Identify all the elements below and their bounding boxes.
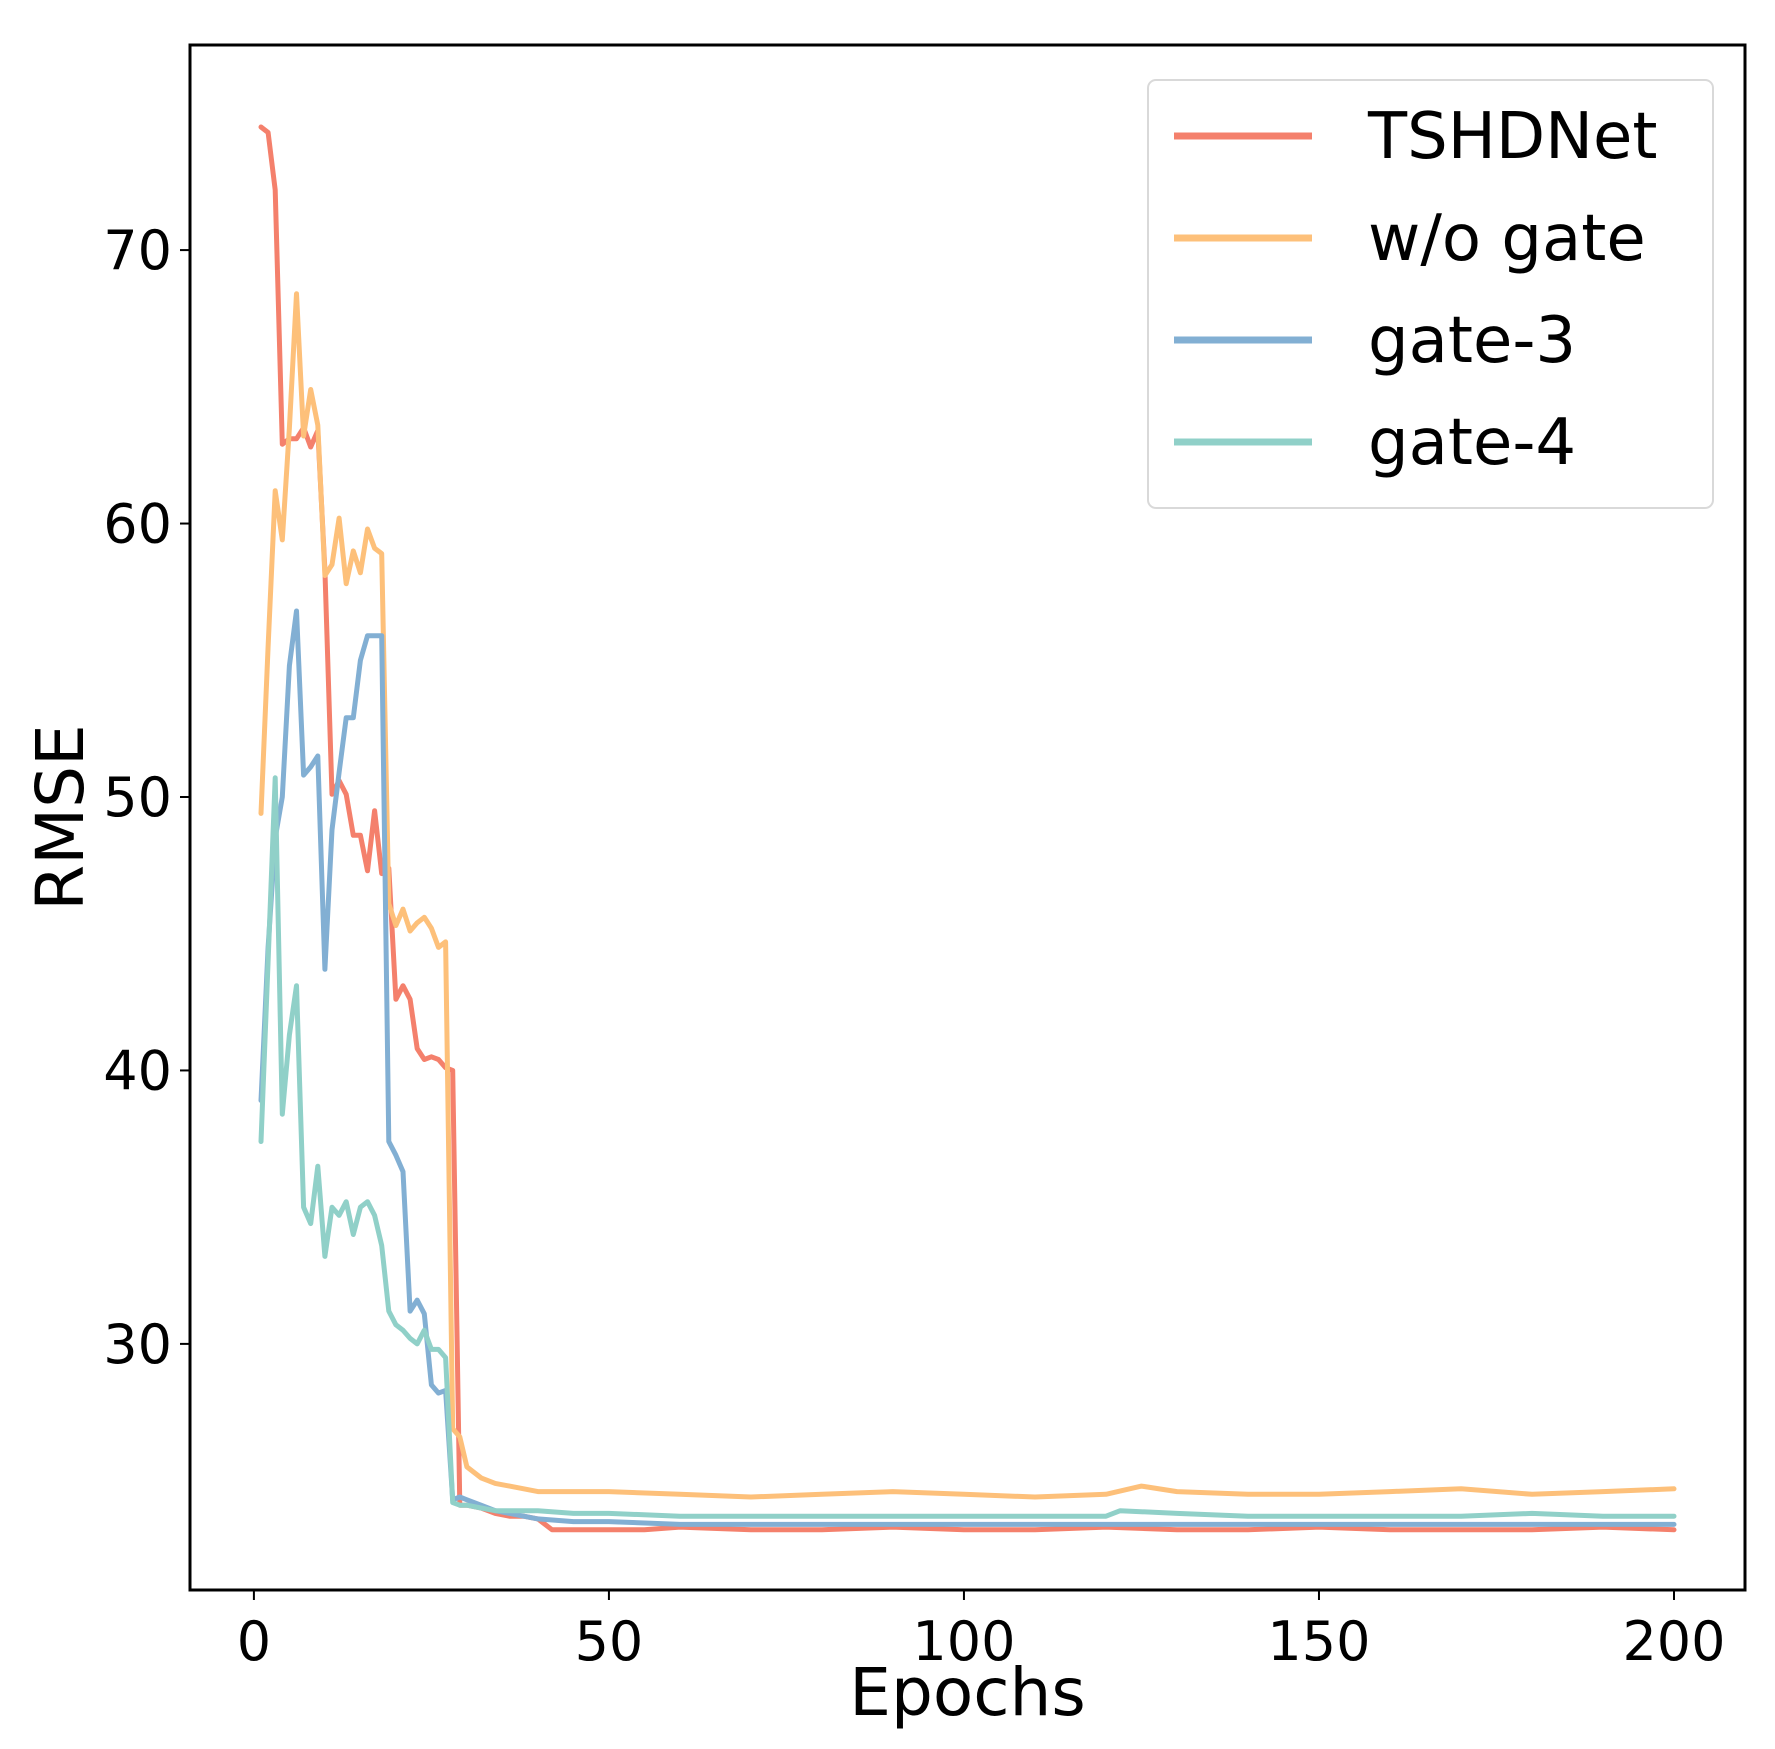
- x-axis-label: Epochs: [849, 1654, 1085, 1731]
- series-line-3: [258, 775, 1677, 1519]
- legend-label: gate-3: [1368, 304, 1576, 378]
- y-tick-label: 40: [103, 1039, 172, 1102]
- x-tick-label: 150: [1267, 1610, 1370, 1673]
- x-tick-label: 0: [237, 1610, 271, 1673]
- x-tick-label: 200: [1622, 1610, 1725, 1673]
- legend-label: TSHDNet: [1367, 100, 1657, 174]
- series-line-1: [258, 291, 1677, 1500]
- legend-box: [1147, 79, 1714, 509]
- series-line-2: [258, 608, 1677, 1527]
- legend-label: w/o gate: [1368, 202, 1646, 276]
- x-tick-label: 100: [912, 1610, 1015, 1673]
- y-tick-label: 30: [103, 1313, 172, 1376]
- ticks-layer: 0 50 100 150 200 30 40 50 60 70: [103, 219, 1725, 1673]
- series-layer: [258, 124, 1677, 1533]
- y-tick-label: 60: [103, 493, 172, 556]
- legend-label: gate-4: [1368, 406, 1576, 480]
- plot-frame: [188, 43, 1747, 1592]
- y-tick-label: 70: [103, 219, 172, 282]
- y-axis-label: RMSE: [22, 724, 99, 910]
- y-tick-label: 50: [103, 766, 172, 829]
- x-tick-label: 50: [575, 1610, 644, 1673]
- legend: TSHDNet w/o gate gate-3 gate-4: [1147, 79, 1714, 509]
